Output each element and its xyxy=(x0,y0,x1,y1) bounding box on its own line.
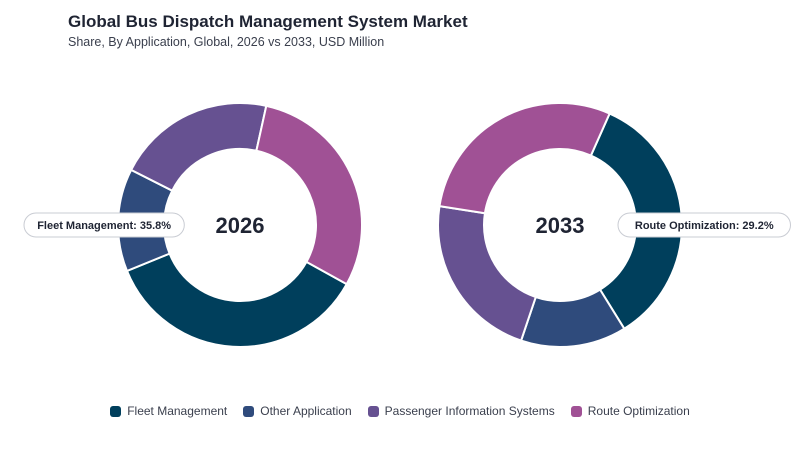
legend-label: Other Application xyxy=(260,404,352,418)
donut-slice-2026-route-optimization[interactable] xyxy=(255,104,363,286)
donut-slice-2026-passenger-information-systems[interactable] xyxy=(129,102,268,193)
callout-text: Route Optimization: 29.2% xyxy=(635,220,774,232)
legend-item-other-application[interactable]: Other Application xyxy=(243,404,352,418)
legend-swatch xyxy=(570,405,582,417)
legend-label: Passenger Information Systems xyxy=(384,404,555,418)
donut-slice-2033-passenger-information-systems[interactable] xyxy=(437,205,538,342)
legend-swatch xyxy=(367,405,379,417)
donut-center-label: 2033 xyxy=(536,213,585,238)
legend-item-fleet-management[interactable]: Fleet Management xyxy=(110,404,227,418)
callout-box xyxy=(617,212,791,238)
legend-label: Route Optimization xyxy=(587,404,690,418)
legend-label: Fleet Management xyxy=(127,404,228,418)
callout-route-optimization: Route Optimization: 29.2% xyxy=(617,212,791,238)
donut-charts: 2026 Fleet Management: 35.8% 2033 Route Opt… xyxy=(23,102,791,348)
chart-subtitle: Share, By Application, Global, 2026 vs 2… xyxy=(68,35,385,49)
legend-swatch xyxy=(243,405,255,417)
legend-item-passenger-information-systems[interactable]: Passenger Information Systems xyxy=(367,404,555,418)
chart-title: Global Bus Dispatch Management System Ma… xyxy=(68,12,468,31)
donut-center-label: 2026 xyxy=(216,213,265,238)
callout-fleet-management: Fleet Management: 35.8% xyxy=(23,212,185,238)
legend-item-route-optimization[interactable]: Route Optimization xyxy=(570,404,690,418)
legend-swatch xyxy=(110,405,122,417)
callout-box xyxy=(23,212,185,238)
callout-text: Fleet Management: 35.8% xyxy=(37,220,171,232)
legend: Fleet Management Other Application Passe… xyxy=(0,404,800,418)
donut-slice-2026-fleet-management[interactable] xyxy=(125,252,349,348)
donut-slice-2033-route-optimization[interactable] xyxy=(438,102,611,215)
